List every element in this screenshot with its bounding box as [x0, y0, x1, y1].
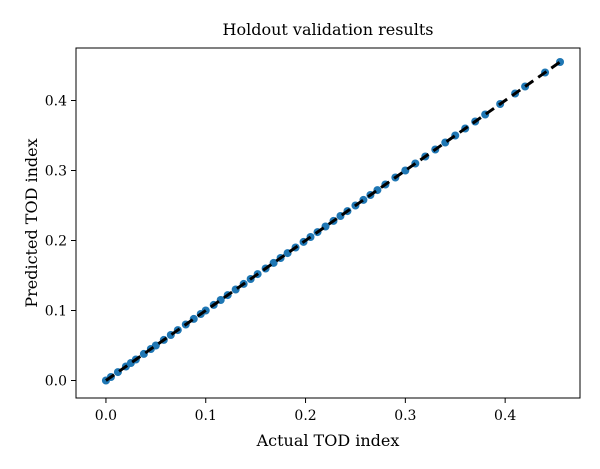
x-tick-label: 0.2	[294, 408, 316, 424]
chart-title: Holdout validation results	[223, 20, 434, 39]
y-tick-label: 0.1	[45, 304, 67, 320]
data-point	[269, 258, 278, 267]
y-tick-label: 0.0	[45, 374, 67, 390]
y-tick-label: 0.3	[45, 164, 67, 180]
x-tick-label: 0.4	[494, 408, 516, 424]
plot-area	[75, 47, 581, 399]
y-tick-label: 0.2	[45, 234, 67, 250]
y-tick-label: 0.4	[45, 94, 67, 110]
x-tick-label: 0.1	[195, 408, 217, 424]
data-point	[151, 341, 160, 350]
x-axis-label: Actual TOD index	[256, 431, 400, 450]
reference-line-group	[105, 60, 561, 382]
x-tick-label: 0.3	[394, 408, 416, 424]
x-axis: 0.0 0.1 0.2 0.3 0.4	[95, 398, 516, 424]
x-tick-label: 0.0	[95, 408, 117, 424]
y-axis: 0.0 0.1 0.2 0.3 0.4	[45, 94, 76, 390]
reference-line	[105, 60, 561, 382]
y-axis-label: Predicted TOD index	[22, 138, 41, 307]
